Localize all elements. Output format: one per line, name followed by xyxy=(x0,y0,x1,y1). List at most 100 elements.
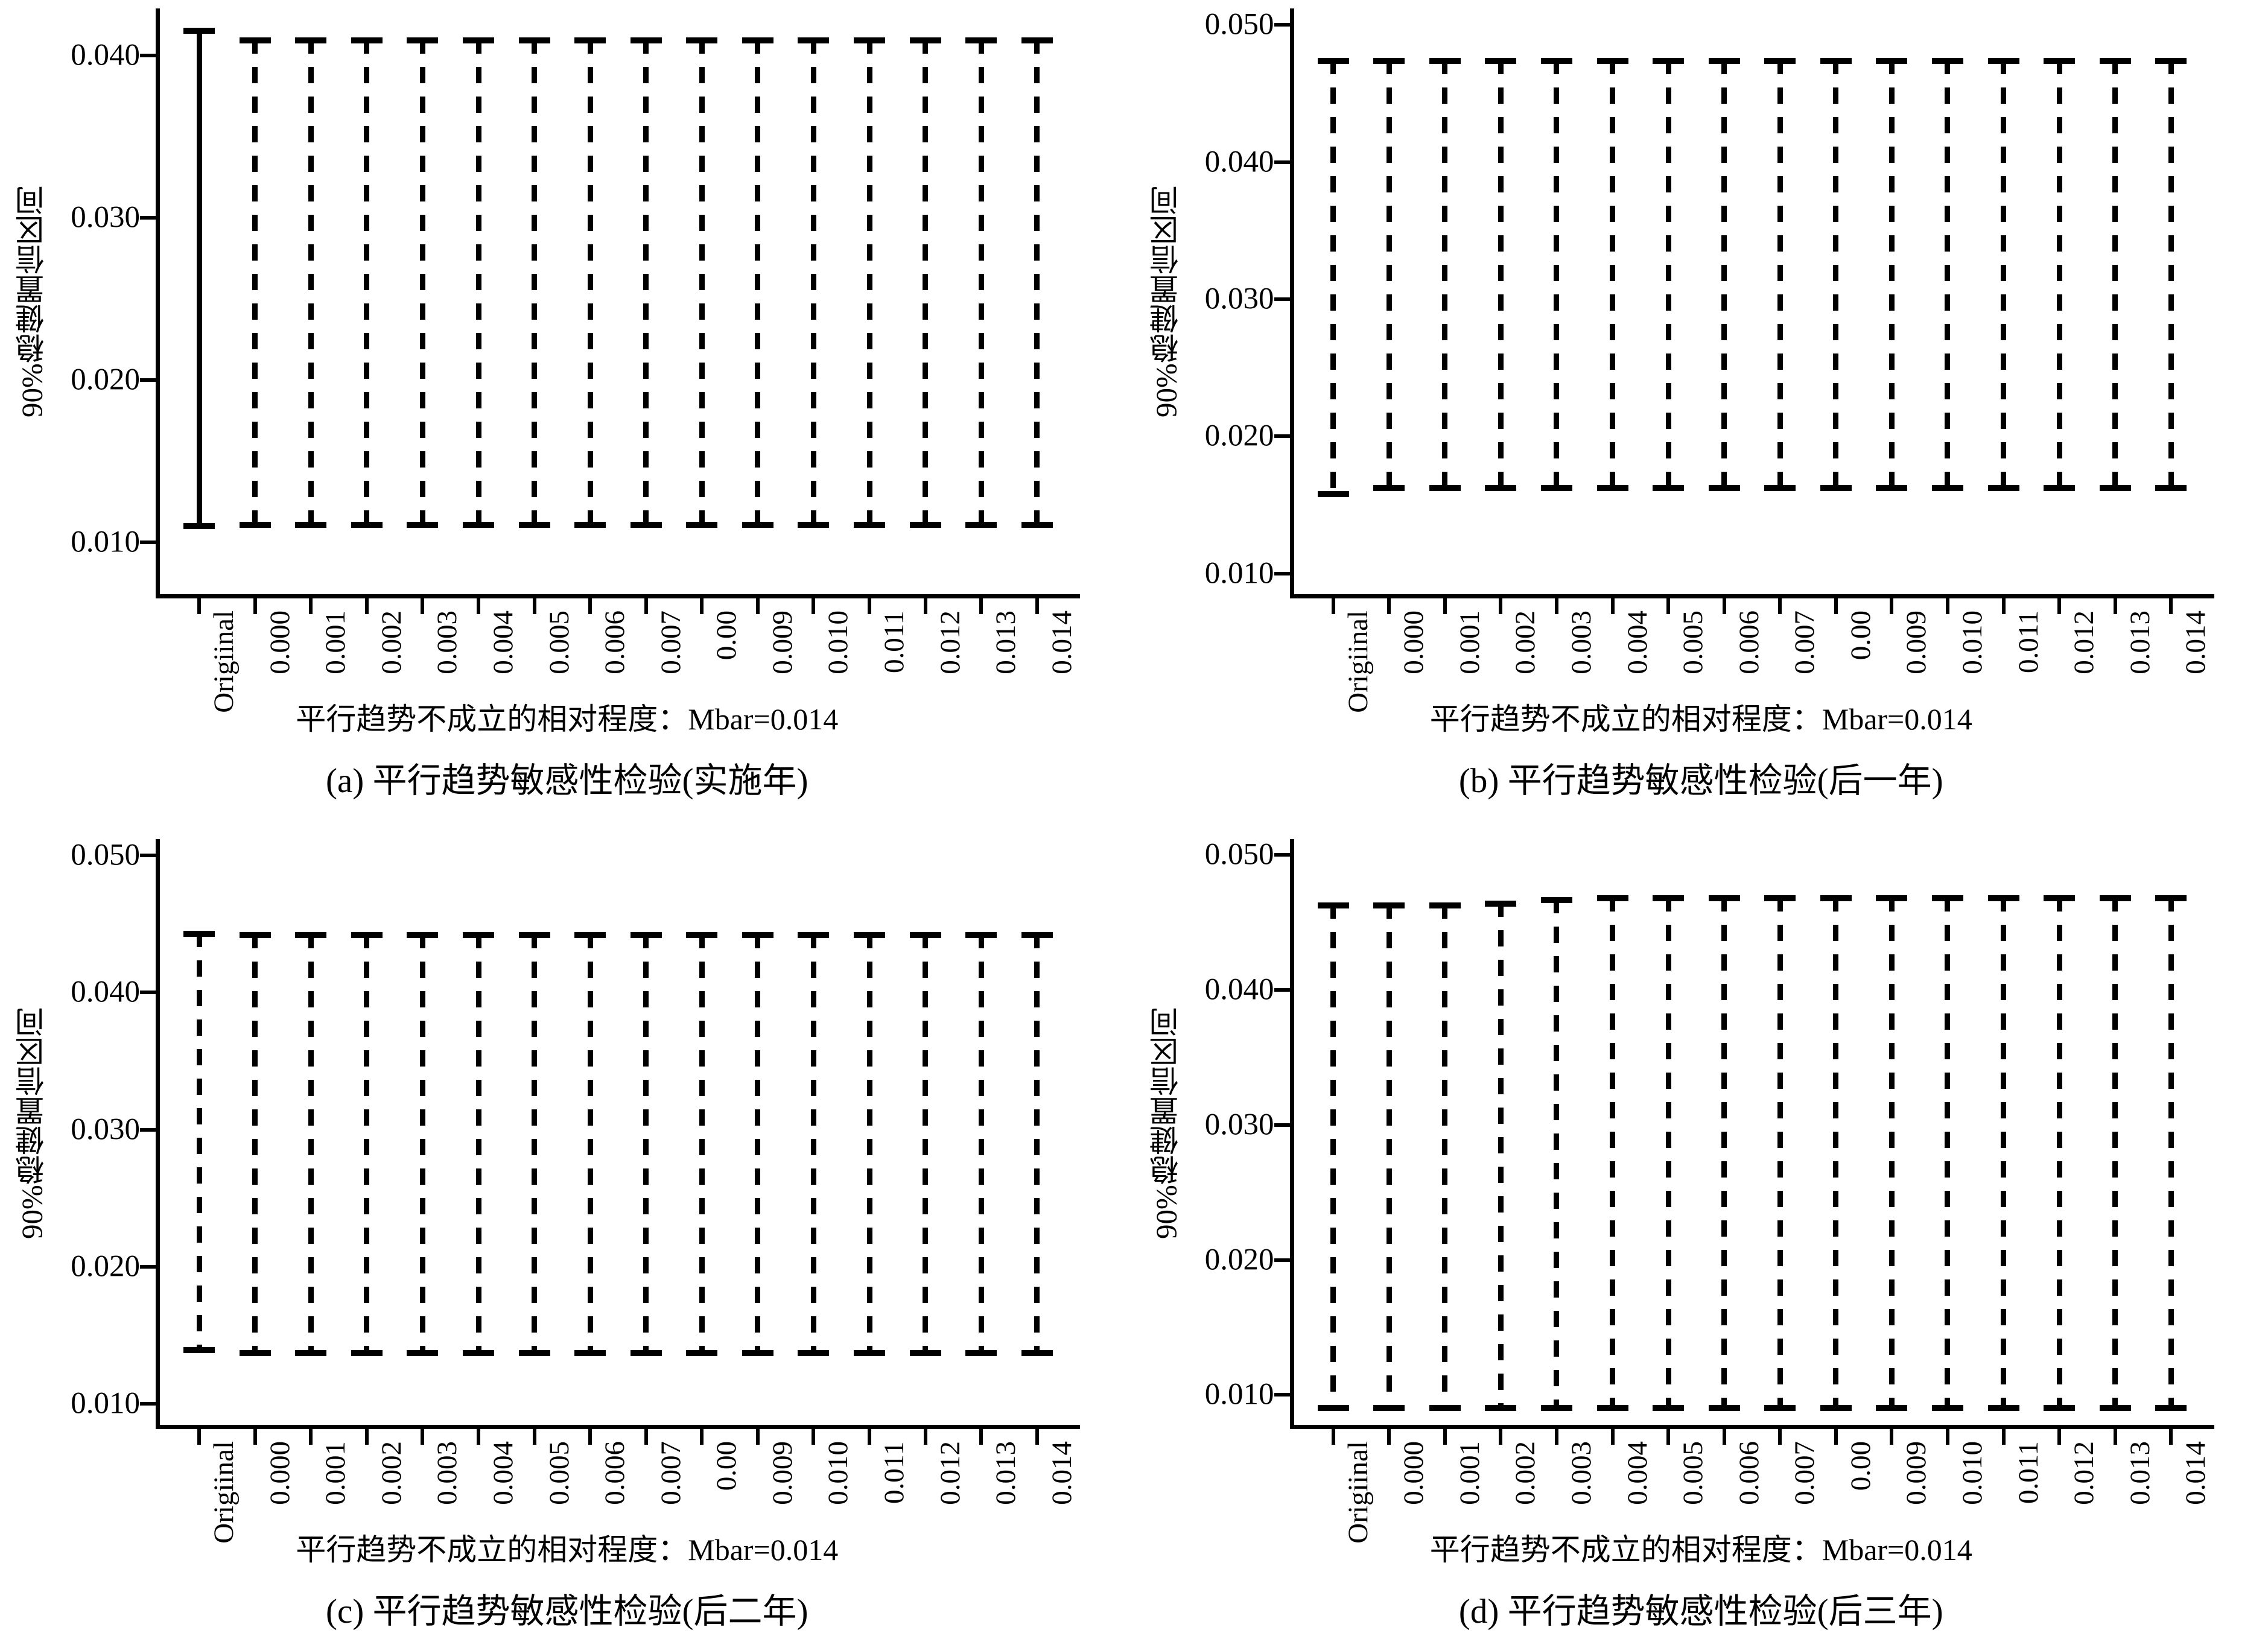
x-tick-mark xyxy=(1666,1428,1671,1445)
y-axis-line xyxy=(1289,8,1294,598)
ci-lower-cap xyxy=(463,521,495,528)
x-tick-mark xyxy=(197,1428,202,1445)
ci-lower-cap xyxy=(351,521,383,528)
panel-caption-d: (d) 平行趋势敏感性检验(后三年) xyxy=(1458,1592,1943,1631)
ci-upper-cap xyxy=(1429,902,1461,908)
x-tick-label: 0.007 xyxy=(655,1441,687,1505)
ci-stem xyxy=(923,37,929,528)
ci-upper-cap xyxy=(407,932,439,939)
ci-lower-cap xyxy=(1317,1405,1349,1412)
confidence-interval-bar xyxy=(1708,57,1740,492)
ci-stem xyxy=(1554,896,1560,1412)
confidence-interval-bar xyxy=(1317,57,1349,497)
ci-stem xyxy=(1554,57,1560,492)
x-tick-label: 0.011 xyxy=(878,610,910,674)
ci-lower-cap xyxy=(407,1349,439,1356)
confidence-interval-bar xyxy=(183,930,215,1354)
ci-lower-cap xyxy=(2044,485,2076,492)
ci-stem xyxy=(643,37,649,528)
ci-stem xyxy=(1665,57,1671,492)
x-tick-label: 0.00 xyxy=(1845,1441,1876,1491)
panel-c: 90%稳健置信区间 0.010 0.020 0.030 0.040 0.050 Origii… xyxy=(0,820,1134,1639)
x-tick-label: 0.003 xyxy=(431,610,463,674)
ci-stem xyxy=(1386,902,1392,1412)
x-tick-label-text: 0.007 xyxy=(1789,610,1821,674)
ci-lower-cap xyxy=(463,1349,495,1356)
x-tick-label: 0.001 xyxy=(320,1441,351,1505)
ci-upper-cap xyxy=(965,932,997,939)
x-tick-mark xyxy=(1945,598,1949,614)
ci-stem xyxy=(1888,895,1895,1412)
x-tick-mark xyxy=(477,1428,481,1445)
ci-stem xyxy=(475,37,481,528)
x-tick-label-text: 0.009 xyxy=(766,610,798,674)
ci-upper-cap xyxy=(686,932,718,939)
y-tick-mark xyxy=(1274,434,1290,439)
ci-stem xyxy=(1034,932,1040,1356)
ci-stem xyxy=(755,932,761,1356)
ci-upper-cap xyxy=(2155,895,2187,902)
ci-lower-cap xyxy=(574,521,606,528)
x-tick-label: 0.011 xyxy=(878,1441,910,1504)
ci-lower-cap xyxy=(295,521,327,528)
x-tick-label-text: 0.013 xyxy=(2124,610,2156,674)
y-tick-mark xyxy=(140,540,156,544)
x-tick-mark xyxy=(1890,598,1894,614)
y-axis-ticks-a: 0.010 0.020 0.030 0.040 xyxy=(36,0,140,603)
confidence-interval-bar xyxy=(407,932,439,1356)
ci-upper-cap xyxy=(798,37,830,44)
ci-upper-cap xyxy=(1540,896,1572,903)
ci-lower-cap xyxy=(1931,1405,1963,1412)
panel-caption-b: (b) 平行趋势敏感性检验(后一年) xyxy=(1458,762,1943,800)
panel-a: 90%稳健置信区间 0.010 0.020 0.030 0.040 Origiinal 0.… xyxy=(0,0,1134,820)
x-tick-mark xyxy=(644,1428,648,1445)
y-axis-ticks-c: 0.010 0.020 0.030 0.040 0.050 xyxy=(36,831,140,1434)
x-tick-label-text: 0.00 xyxy=(711,610,743,661)
x-tick-label-text: 0.009 xyxy=(1901,610,1933,674)
x-tick-label: 0.004 xyxy=(1622,1441,1653,1505)
x-tick-mark xyxy=(364,1428,369,1445)
confidence-interval-bar xyxy=(1021,37,1053,528)
x-tick-label: 0.010 xyxy=(1956,1441,1988,1505)
x-tick-label-text: 0.003 xyxy=(431,1441,463,1505)
x-tick-mark xyxy=(2057,598,2062,614)
x-axis-line xyxy=(156,1424,1080,1429)
x-tick-label: 0.000 xyxy=(264,1441,296,1505)
confidence-interval-bar xyxy=(1429,57,1461,492)
ci-stem xyxy=(587,37,593,528)
x-tick-label-text: 0.011 xyxy=(878,610,910,674)
ci-stem xyxy=(1888,57,1895,492)
ci-upper-cap xyxy=(854,37,886,44)
x-tick-label-text: 0.000 xyxy=(1398,1441,1430,1505)
x-tick-mark xyxy=(1778,598,1782,614)
ci-upper-cap xyxy=(630,37,662,44)
x-tick-label-text: 0.010 xyxy=(1956,1441,1988,1505)
x-tick-label: 0.013 xyxy=(2124,610,2156,674)
x-tick-label-text: 0.002 xyxy=(1510,1441,1542,1505)
ci-upper-cap xyxy=(909,37,941,44)
ci-stem xyxy=(1777,57,1783,492)
confidence-interval-bar xyxy=(686,37,718,528)
ci-upper-cap xyxy=(1987,57,2019,64)
x-tick-label-text: 0.001 xyxy=(320,610,352,674)
x-tick-label: 0.012 xyxy=(2068,610,2100,674)
x-tick-label: 0.006 xyxy=(1733,610,1765,674)
ci-stem xyxy=(810,932,816,1356)
x-tick-label-text: 0.010 xyxy=(1956,610,1988,674)
ci-lower-cap xyxy=(1708,1405,1740,1412)
confidence-interval-bar xyxy=(1429,902,1461,1412)
confidence-interval-bar xyxy=(1764,57,1796,492)
ci-lower-cap xyxy=(798,1349,830,1356)
x-tick-label: 0.005 xyxy=(1677,1441,1709,1505)
ci-upper-cap xyxy=(351,37,383,44)
confidence-interval-bar xyxy=(518,932,550,1356)
x-tick-label: 0.00 xyxy=(1845,610,1876,660)
x-tick-mark xyxy=(1035,598,1039,614)
y-tick-mark xyxy=(140,54,156,57)
x-tick-mark xyxy=(1610,598,1615,614)
x-tick-mark xyxy=(1499,1428,1503,1445)
ci-upper-cap xyxy=(909,932,941,939)
confidence-interval-bar xyxy=(909,932,941,1356)
ci-lower-cap xyxy=(1820,1405,1852,1412)
x-tick-label: 0.014 xyxy=(1046,1441,1078,1505)
